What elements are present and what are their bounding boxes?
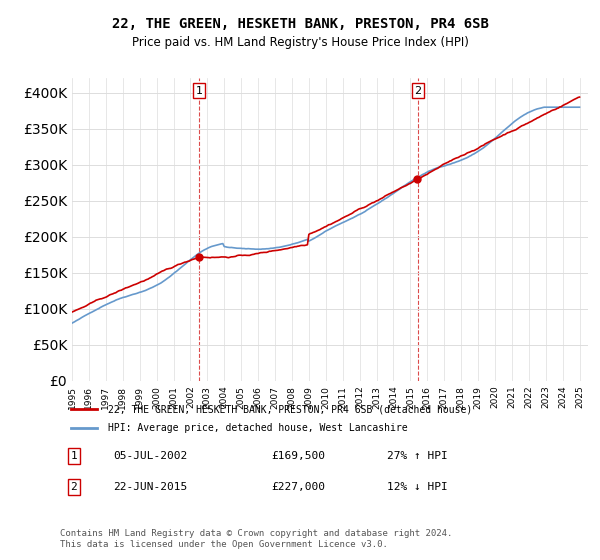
Text: 1: 1 [71, 451, 77, 461]
Text: 27% ↑ HPI: 27% ↑ HPI [388, 451, 448, 461]
Text: Price paid vs. HM Land Registry's House Price Index (HPI): Price paid vs. HM Land Registry's House … [131, 36, 469, 49]
Text: 12% ↓ HPI: 12% ↓ HPI [388, 482, 448, 492]
Text: 22-JUN-2015: 22-JUN-2015 [113, 482, 187, 492]
Text: 2: 2 [71, 482, 77, 492]
Text: HPI: Average price, detached house, West Lancashire: HPI: Average price, detached house, West… [107, 423, 407, 433]
Text: 2: 2 [415, 86, 422, 96]
Text: 05-JUL-2002: 05-JUL-2002 [113, 451, 187, 461]
Text: 1: 1 [196, 86, 202, 96]
Text: £169,500: £169,500 [271, 451, 325, 461]
Text: £227,000: £227,000 [271, 482, 325, 492]
Text: 22, THE GREEN, HESKETH BANK, PRESTON, PR4 6SB: 22, THE GREEN, HESKETH BANK, PRESTON, PR… [112, 17, 488, 31]
Text: Contains HM Land Registry data © Crown copyright and database right 2024.
This d: Contains HM Land Registry data © Crown c… [60, 529, 452, 549]
Text: 22, THE GREEN, HESKETH BANK, PRESTON, PR4 6SB (detached house): 22, THE GREEN, HESKETH BANK, PRESTON, PR… [107, 404, 472, 414]
